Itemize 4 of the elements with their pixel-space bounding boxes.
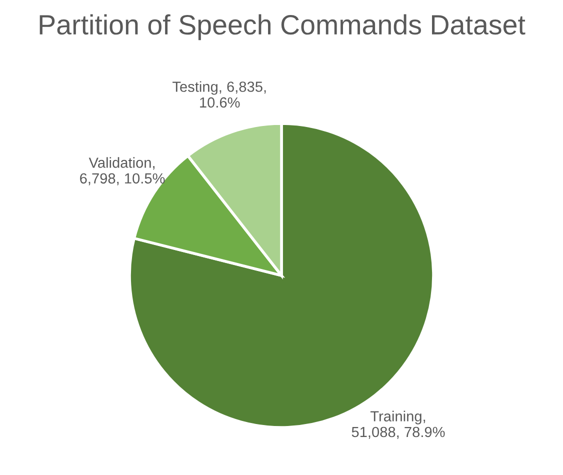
slice-label: Training, 51,088, 78.9% xyxy=(352,410,445,439)
slice-label: Testing, 6,835, 10.6% xyxy=(172,81,266,108)
slice-label: Validation, 6,798, 10.5% xyxy=(80,157,165,186)
chart-title: Partition of Speech Commands Dataset xyxy=(40,14,526,40)
